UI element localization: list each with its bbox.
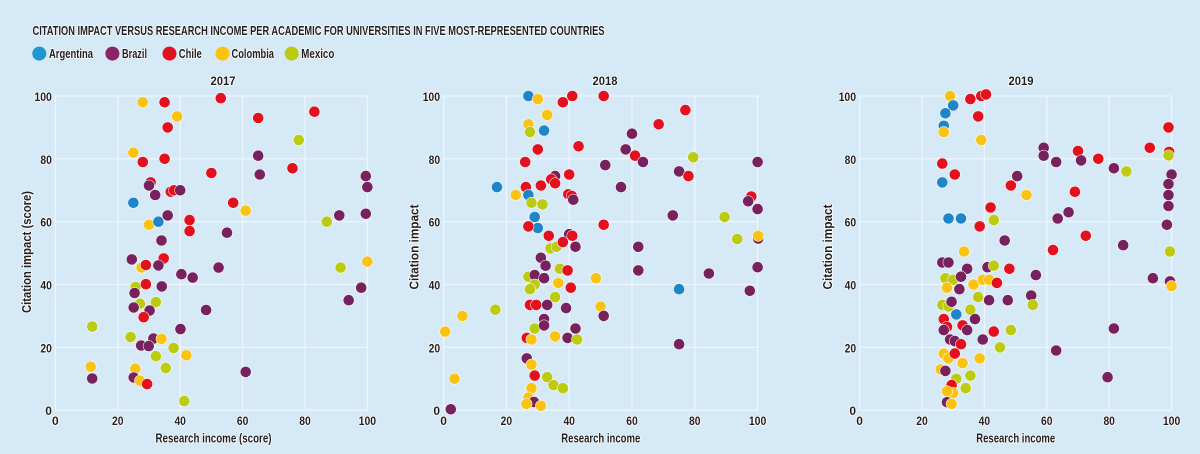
- svg-text:Citation impact (score): Citation impact (score): [20, 191, 34, 313]
- svg-text:Citation impact: Citation impact: [821, 204, 835, 290]
- svg-text:0: 0: [856, 414, 863, 428]
- svg-text:40: 40: [429, 279, 441, 293]
- svg-text:Argentina: Argentina: [49, 46, 94, 61]
- svg-text:60: 60: [40, 216, 52, 230]
- svg-text:100: 100: [839, 90, 857, 104]
- svg-text:20: 20: [112, 414, 124, 428]
- svg-text:0: 0: [440, 414, 447, 428]
- svg-text:Research income: Research income: [561, 432, 640, 446]
- svg-text:80: 80: [689, 414, 701, 428]
- svg-text:60: 60: [626, 414, 638, 428]
- svg-text:20: 20: [916, 414, 928, 428]
- svg-text:Research income (score): Research income (score): [156, 432, 272, 446]
- svg-text:60: 60: [237, 414, 249, 428]
- svg-text:CITATION IMPACT VERSUS RESEARC: CITATION IMPACT VERSUS RESEARCH INCOME P…: [33, 23, 605, 38]
- svg-text:0: 0: [433, 404, 440, 418]
- svg-text:20: 20: [429, 341, 441, 355]
- svg-text:Citation impact: Citation impact: [408, 204, 422, 290]
- svg-text:100: 100: [423, 90, 441, 104]
- svg-text:60: 60: [429, 216, 441, 230]
- svg-text:20: 20: [40, 341, 52, 355]
- svg-text:0: 0: [52, 414, 59, 428]
- svg-text:40: 40: [563, 414, 575, 428]
- svg-text:100: 100: [1163, 414, 1181, 428]
- svg-text:80: 80: [299, 414, 311, 428]
- svg-text:40: 40: [174, 414, 186, 428]
- svg-text:60: 60: [845, 216, 857, 230]
- svg-text:20: 20: [501, 414, 513, 428]
- svg-text:Colombia: Colombia: [232, 46, 275, 61]
- svg-text:Brazil: Brazil: [122, 46, 147, 61]
- svg-text:40: 40: [845, 279, 857, 293]
- svg-text:2019: 2019: [1009, 76, 1034, 88]
- svg-text:0: 0: [45, 404, 52, 418]
- svg-text:100: 100: [749, 414, 767, 428]
- svg-text:80: 80: [845, 153, 857, 167]
- svg-text:100: 100: [359, 414, 377, 428]
- svg-text:0: 0: [849, 404, 856, 418]
- svg-text:100: 100: [34, 90, 52, 104]
- svg-text:Research income: Research income: [976, 432, 1055, 446]
- svg-text:Mexico: Mexico: [301, 46, 334, 61]
- svg-text:80: 80: [1103, 414, 1115, 428]
- svg-text:60: 60: [1041, 414, 1053, 428]
- svg-text:2017: 2017: [211, 76, 236, 88]
- svg-text:80: 80: [40, 153, 52, 167]
- svg-text:40: 40: [979, 414, 991, 428]
- svg-text:20: 20: [845, 341, 857, 355]
- svg-text:2018: 2018: [593, 76, 619, 88]
- svg-text:Chile: Chile: [179, 46, 202, 61]
- svg-text:40: 40: [40, 279, 52, 293]
- svg-text:80: 80: [429, 153, 441, 167]
